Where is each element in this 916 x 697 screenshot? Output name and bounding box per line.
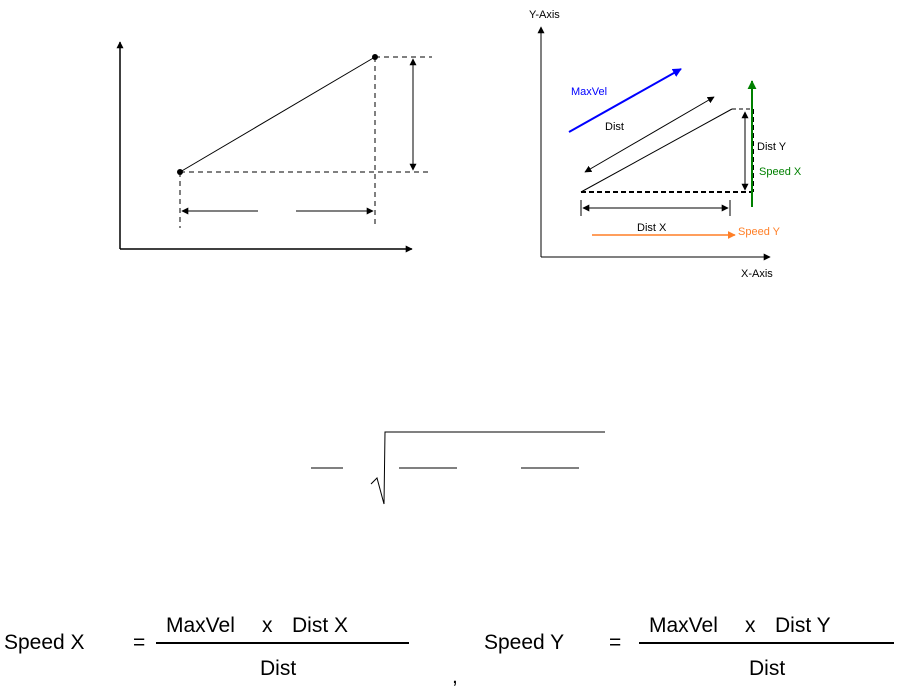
speed-x-numerator-right: Dist X [292,614,348,637]
dist-x-label: Dist X [637,222,667,234]
formula-separator: , [452,665,458,688]
dist-label: Dist [605,121,624,133]
formula-speed-x: Speed X = MaxVel x Dist X Dist [4,614,409,680]
maxvel-label: MaxVel [571,86,607,98]
dist-y-label: Dist Y [757,141,787,153]
speed-y-equals: = [609,631,621,654]
speed-x-label: Speed X [759,166,802,178]
left-diagram [116,41,432,253]
formula-speed-y: Speed Y = MaxVel x Dist Y Dist [484,614,894,680]
triangle-hypotenuse [580,108,733,193]
square-root-sign [370,431,605,505]
speed-x-times: x [262,614,273,637]
right-y-axis-label: Y-Axis [529,9,560,21]
speed-y-numerator-left: MaxVel [649,614,718,637]
speed-x-equals: = [133,631,145,654]
speed-y-label: Speed Y [738,226,781,238]
speed-y-lhs: Speed Y [484,631,564,654]
speed-y-numerator-right: Dist Y [775,614,831,637]
speed-y-denominator: Dist [749,657,785,680]
right-diagram: Y-Axis X-Axis MaxVel Dist Dist Y Speed X… [529,9,802,280]
right-x-axis-label: X-Axis [741,268,773,280]
distance-formula-skeleton [311,431,605,505]
speed-x-lhs: Speed X [4,631,85,654]
speed-y-times: x [745,614,756,637]
maxvel-arrow [568,68,682,133]
left-segment [179,56,376,173]
speed-x-denominator: Dist [260,657,296,680]
speed-x-numerator-left: MaxVel [166,614,235,637]
dist-double-arrow [584,96,715,173]
